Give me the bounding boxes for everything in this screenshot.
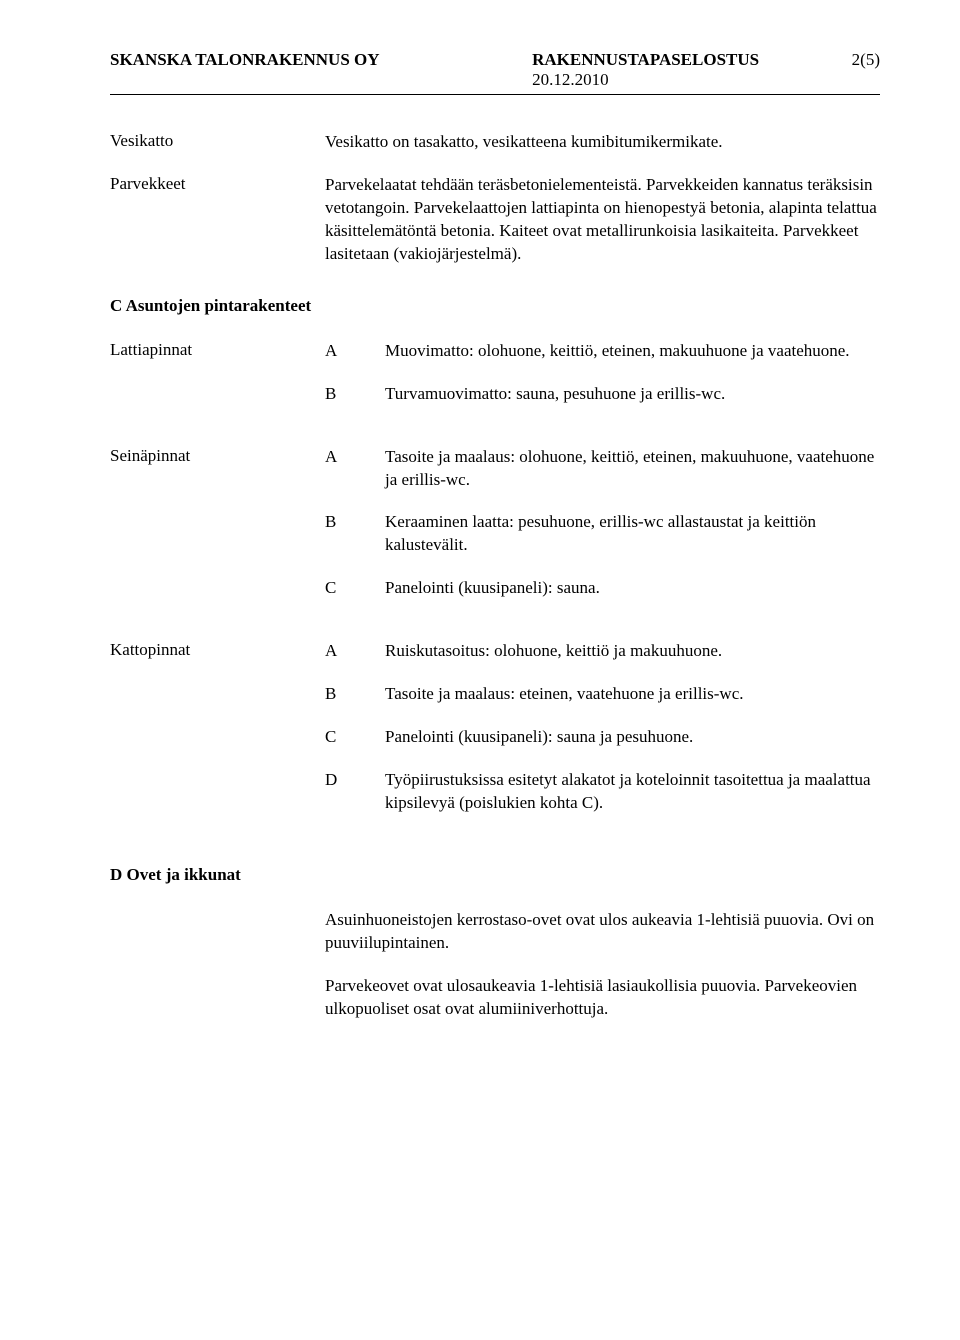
item-text: Keraaminen laatta: pesuhuone, erillis-wc… [385,511,880,557]
list-item: C Panelointi (kuusipaneli): sauna. [325,577,880,600]
row-vesikatto: Vesikatto Vesikatto on tasakatto, vesika… [110,131,880,154]
text-vesikatto: Vesikatto on tasakatto, vesikatteena kum… [325,131,880,154]
item-text: Panelointi (kuusipaneli): sauna ja pesuh… [385,726,880,749]
section-d-para-2: Parvekeovet ovat ulosaukeavia 1-lehtisiä… [325,975,880,1021]
row-lattiapinnat: Lattiapinnat A Muovimatto: olohuone, kei… [110,340,880,426]
item-text: Työpiirustuksissa esitetyt alakatot ja k… [385,769,880,815]
list-item: B Keraaminen laatta: pesuhuone, erillis-… [325,511,880,557]
list-item: A Ruiskutasoitus: olohuone, keittiö ja m… [325,640,880,663]
letters-kattopinnat: A Ruiskutasoitus: olohuone, keittiö ja m… [325,640,880,835]
item-text: Ruiskutasoitus: olohuone, keittiö ja mak… [385,640,880,663]
section-d-title: D Ovet ja ikkunat [110,865,880,885]
item-letter: A [325,340,385,363]
label-kattopinnat: Kattopinnat [110,640,325,835]
item-letter: C [325,577,385,600]
header-date: 20.12.2010 [532,70,759,90]
item-text: Tasoite ja maalaus: olohuone, keittiö, e… [385,446,880,492]
list-item: A Muovimatto: olohuone, keittiö, eteinen… [325,340,880,363]
row-parvekkeet: Parvekkeet Parvekelaatat tehdään teräsbe… [110,174,880,266]
list-item: D Työpiirustuksissa esitetyt alakatot ja… [325,769,880,815]
row-seinapinnat: Seinäpinnat A Tasoite ja maalaus: olohuo… [110,446,880,621]
list-item: A Tasoite ja maalaus: olohuone, keittiö,… [325,446,880,492]
item-text: Tasoite ja maalaus: eteinen, vaatehuone … [385,683,880,706]
item-letter: A [325,446,385,492]
item-letter: B [325,383,385,406]
row-kattopinnat: Kattopinnat A Ruiskutasoitus: olohuone, … [110,640,880,835]
list-item: C Panelointi (kuusipaneli): sauna ja pes… [325,726,880,749]
header-center: RAKENNUSTAPASELOSTUS 20.12.2010 [532,50,759,90]
item-letter: D [325,769,385,815]
item-text: Panelointi (kuusipaneli): sauna. [385,577,880,600]
label-vesikatto: Vesikatto [110,131,325,154]
item-letter: A [325,640,385,663]
item-text: Muovimatto: olohuone, keittiö, eteinen, … [385,340,880,363]
page-container: SKANSKA TALONRAKENNUS OY RAKENNUSTAPASEL… [0,0,960,1101]
text-parvekkeet: Parvekelaatat tehdään teräsbetonielement… [325,174,880,266]
item-text: Turvamuovimatto: sauna, pesuhuone ja eri… [385,383,880,406]
section-c-title: C Asuntojen pintarakenteet [110,296,880,316]
header-page-number: 2(5) [852,50,880,70]
label-seinapinnat: Seinäpinnat [110,446,325,621]
header-doc-title: RAKENNUSTAPASELOSTUS [532,50,759,70]
list-item: B Tasoite ja maalaus: eteinen, vaatehuon… [325,683,880,706]
label-parvekkeet: Parvekkeet [110,174,325,266]
page-header: SKANSKA TALONRAKENNUS OY RAKENNUSTAPASEL… [110,50,880,95]
letters-seinapinnat: A Tasoite ja maalaus: olohuone, keittiö,… [325,446,880,621]
item-letter: C [325,726,385,749]
section-d-para-1: Asuinhuoneistojen kerrostaso-ovet ovat u… [325,909,880,955]
header-company: SKANSKA TALONRAKENNUS OY [110,50,380,70]
letters-lattiapinnat: A Muovimatto: olohuone, keittiö, eteinen… [325,340,880,426]
item-letter: B [325,683,385,706]
label-lattiapinnat: Lattiapinnat [110,340,325,426]
item-letter: B [325,511,385,557]
list-item: B Turvamuovimatto: sauna, pesuhuone ja e… [325,383,880,406]
